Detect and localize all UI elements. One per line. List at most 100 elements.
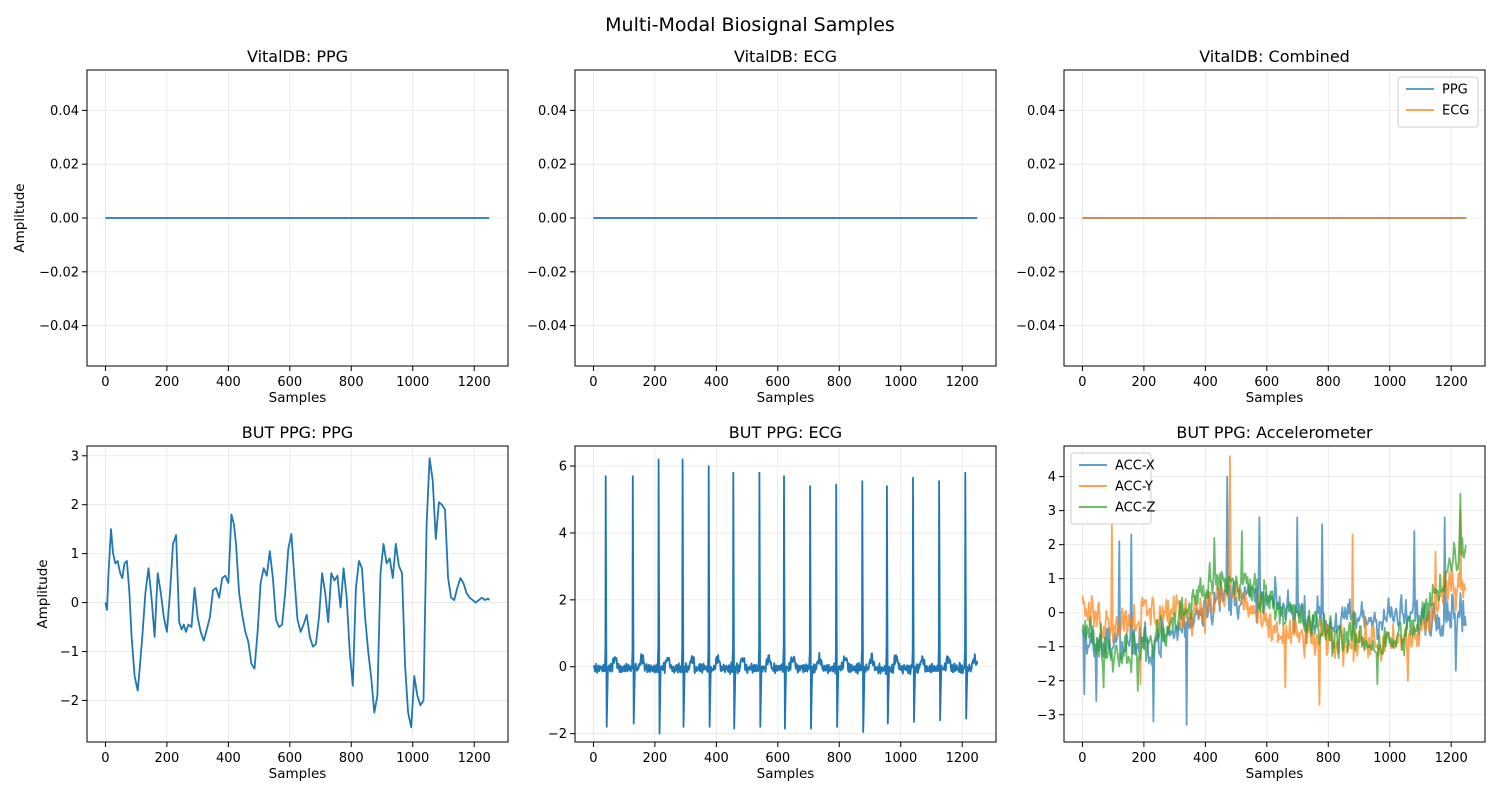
y-axis-label: Amplitude bbox=[12, 183, 28, 252]
y-tick-label: 2 bbox=[71, 498, 79, 513]
y-tick-label: −3 bbox=[1037, 708, 1056, 723]
x-tick-label: 200 bbox=[642, 751, 667, 766]
x-tick-label: 800 bbox=[827, 375, 852, 390]
x-axis-label: Samples bbox=[1246, 766, 1304, 782]
y-tick-label: −1 bbox=[60, 645, 79, 660]
x-tick-label: 0 bbox=[1078, 751, 1086, 766]
y-tick-label: −1 bbox=[1037, 640, 1056, 655]
x-tick-label: 800 bbox=[1316, 375, 1341, 390]
y-tick-label: −0.04 bbox=[527, 319, 567, 334]
y-tick-label: −2 bbox=[1037, 674, 1056, 689]
y-tick-label: 2 bbox=[559, 593, 567, 608]
x-tick-label: 0 bbox=[589, 751, 597, 766]
subplot-title: VitalDB: ECG bbox=[734, 47, 837, 66]
y-axis-label: Amplitude bbox=[35, 559, 51, 628]
subplot-5: 0 200 400 600 800 1000 1200 −2 0 2 4 6 BUT PPG: ECG S… bbox=[548, 423, 997, 782]
figure-title: Multi-Modal Biosignal Samples bbox=[605, 14, 895, 36]
subplot-title: BUT PPG: PPG bbox=[242, 423, 353, 442]
y-tick-label: −2 bbox=[60, 694, 79, 709]
y-tick-label: 0 bbox=[71, 596, 79, 611]
x-tick-label: 200 bbox=[1131, 751, 1156, 766]
series-line-s0 bbox=[592, 458, 979, 735]
x-tick-label: 1200 bbox=[946, 751, 979, 766]
series-line-s0 bbox=[104, 457, 490, 729]
x-tick-label: 200 bbox=[642, 375, 667, 390]
legend-label: PPG bbox=[1442, 83, 1468, 98]
y-tick-label: 0.04 bbox=[538, 104, 567, 119]
legend: PPG ECG bbox=[1397, 76, 1479, 128]
y-tick-label: 0.00 bbox=[50, 212, 79, 227]
y-tick-label: 2 bbox=[1048, 538, 1056, 553]
subplot-1: 0 200 400 600 800 1000 1200 −0.04 −0.02 0.00 0.02 0… bbox=[12, 47, 509, 406]
x-tick-label: 600 bbox=[1254, 375, 1279, 390]
x-tick-label: 1200 bbox=[1435, 751, 1468, 766]
y-tick-label: 1 bbox=[71, 547, 79, 562]
x-tick-label: 200 bbox=[1131, 375, 1156, 390]
y-tick-label: 6 bbox=[559, 460, 567, 475]
y-tick-label: 0 bbox=[559, 660, 567, 675]
x-tick-label: 0 bbox=[1078, 375, 1086, 390]
panels: 0 200 400 600 800 1000 1200−0.04−0.020.000.020… bbox=[12, 47, 1486, 782]
legend-label: ACC-Y bbox=[1115, 480, 1153, 495]
x-tick-label: 400 bbox=[216, 375, 241, 390]
x-tick-label: 400 bbox=[216, 751, 241, 766]
x-tick-label: 1200 bbox=[458, 751, 491, 766]
y-tick-label: 0.00 bbox=[1027, 212, 1056, 227]
subplot-4: 0 200 400 600 800 1000 1200 −2 −1 0 1 2 3 BUT PPG: PP… bbox=[35, 423, 509, 782]
legend: ACC-X ACC-Y ACC-Z bbox=[1070, 452, 1156, 525]
subplot-6: 0 200 400 600 800 1000 1200 −3 −2 −1 0 1 2 3 4 BUT PPG:… bbox=[1037, 423, 1486, 782]
y-tick-label: −0.02 bbox=[1016, 265, 1056, 280]
x-tick-label: 1200 bbox=[1435, 375, 1468, 390]
x-tick-label: 200 bbox=[154, 751, 179, 766]
x-tick-label: 1000 bbox=[1373, 751, 1406, 766]
y-tick-label: 4 bbox=[1048, 470, 1056, 485]
x-tick-label: 1000 bbox=[396, 751, 429, 766]
subplot-title: BUT PPG: Accelerometer bbox=[1176, 423, 1373, 442]
y-tick-label: 0.02 bbox=[50, 158, 79, 173]
legend-label: ECG bbox=[1442, 104, 1469, 119]
y-tick-label: −0.02 bbox=[527, 265, 567, 280]
x-tick-label: 800 bbox=[339, 375, 364, 390]
x-tick-label: 0 bbox=[101, 375, 109, 390]
x-axis-label: Samples bbox=[269, 766, 327, 782]
x-axis-label: Samples bbox=[269, 390, 327, 406]
y-tick-label: 1 bbox=[1048, 572, 1056, 587]
x-tick-label: 600 bbox=[1254, 751, 1279, 766]
x-tick-label: 1200 bbox=[946, 375, 979, 390]
x-tick-label: 1000 bbox=[884, 375, 917, 390]
x-tick-label: 0 bbox=[589, 375, 597, 390]
y-tick-label: 4 bbox=[559, 526, 567, 541]
x-tick-label: 1000 bbox=[396, 375, 429, 390]
x-tick-label: 200 bbox=[154, 375, 179, 390]
y-tick-label: −2 bbox=[548, 727, 567, 742]
y-tick-label: 0.02 bbox=[1027, 158, 1056, 173]
x-tick-label: 800 bbox=[827, 751, 852, 766]
y-tick-label: 0.00 bbox=[538, 212, 567, 227]
x-tick-label: 600 bbox=[277, 375, 302, 390]
y-tick-label: −0.04 bbox=[1016, 319, 1056, 334]
x-axis-label: Samples bbox=[1246, 390, 1304, 406]
y-tick-label: 3 bbox=[1048, 504, 1056, 519]
axes-frame bbox=[86, 445, 509, 743]
subplot-title: VitalDB: PPG bbox=[247, 47, 348, 66]
x-tick-label: 1000 bbox=[1373, 375, 1406, 390]
x-tick-label: 800 bbox=[1316, 751, 1341, 766]
y-tick-label: 0 bbox=[1048, 606, 1056, 621]
x-tick-label: 400 bbox=[1193, 751, 1218, 766]
axes-frame bbox=[1063, 445, 1486, 743]
x-tick-label: 400 bbox=[704, 375, 729, 390]
x-tick-label: 800 bbox=[339, 751, 364, 766]
series-line-ACC-Z bbox=[1081, 492, 1467, 692]
subplot-2: 0 200 400 600 800 1000 1200 −0.04 −0.02 0.00 0.02 0… bbox=[527, 47, 997, 406]
x-axis-label: Samples bbox=[757, 766, 815, 782]
x-tick-label: 400 bbox=[1193, 375, 1218, 390]
subplot-title: BUT PPG: ECG bbox=[729, 423, 842, 442]
axes-frame bbox=[574, 445, 997, 743]
y-tick-label: 0.04 bbox=[50, 104, 79, 119]
subplot-3: 0 200 400 600 800 1000 1200 −0.04 −0.02 0.00 0.02 0… bbox=[1016, 47, 1486, 406]
legend-label: ACC-Z bbox=[1115, 501, 1156, 516]
x-tick-label: 1200 bbox=[458, 375, 491, 390]
y-tick-label: −0.02 bbox=[39, 265, 79, 280]
y-tick-label: 3 bbox=[71, 449, 79, 464]
